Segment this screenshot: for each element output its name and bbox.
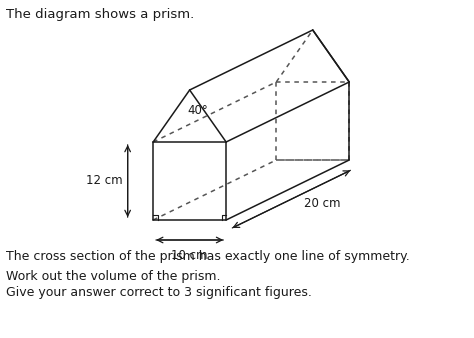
Text: 40°: 40° (188, 104, 209, 117)
Text: Give your answer correct to 3 significant figures.: Give your answer correct to 3 significan… (6, 286, 312, 299)
Text: 10 cm: 10 cm (172, 249, 208, 262)
Text: The cross section of the prism has exactly one line of symmetry.: The cross section of the prism has exact… (6, 250, 410, 263)
Text: The diagram shows a prism.: The diagram shows a prism. (6, 8, 195, 21)
Text: 12 cm: 12 cm (86, 174, 123, 188)
Text: Work out the volume of the prism.: Work out the volume of the prism. (6, 270, 221, 283)
Text: 20 cm: 20 cm (304, 197, 341, 210)
